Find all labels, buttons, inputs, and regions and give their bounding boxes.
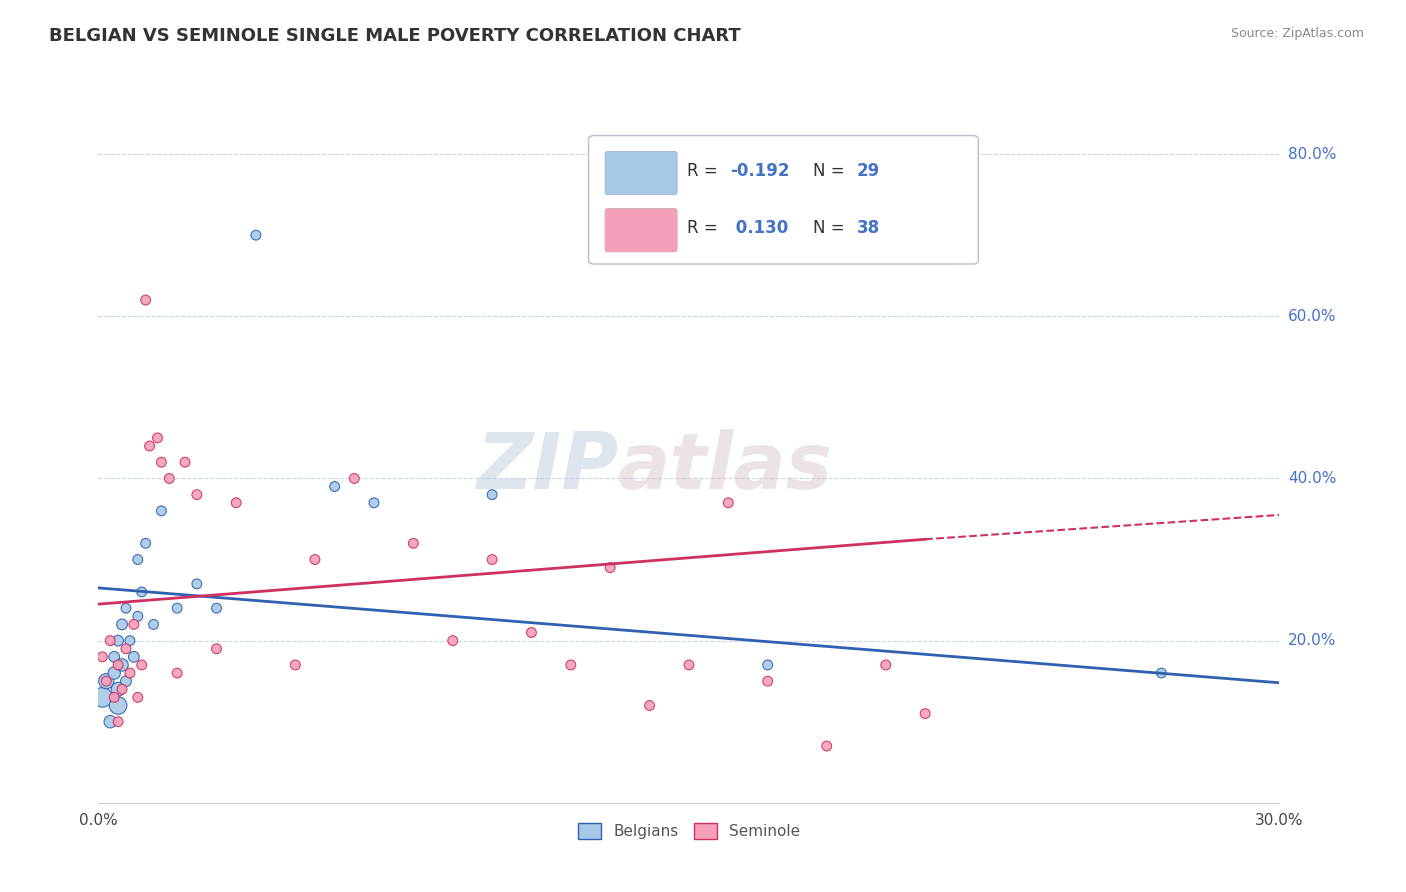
Point — [756, 674, 779, 689]
Point — [127, 609, 149, 624]
Point — [107, 682, 129, 697]
Point — [103, 690, 125, 705]
Text: R =: R = — [686, 219, 723, 237]
Point — [115, 674, 138, 689]
FancyBboxPatch shape — [605, 209, 678, 252]
Text: 0.130: 0.130 — [730, 219, 789, 237]
Point — [441, 633, 464, 648]
Point — [343, 471, 366, 485]
Text: 80.0%: 80.0% — [1288, 146, 1336, 161]
Point — [1150, 666, 1173, 681]
Point — [481, 488, 503, 502]
Point — [127, 552, 149, 566]
Text: -0.192: -0.192 — [730, 162, 790, 180]
Point — [142, 617, 165, 632]
Point — [304, 552, 326, 566]
Point — [150, 504, 173, 518]
Point — [111, 682, 134, 697]
Point — [107, 633, 129, 648]
Point — [520, 625, 543, 640]
Point — [678, 657, 700, 672]
Point — [107, 698, 129, 713]
Point — [599, 560, 621, 574]
Point — [186, 488, 208, 502]
Point — [914, 706, 936, 721]
Point — [111, 617, 134, 632]
Point — [138, 439, 160, 453]
Point — [91, 649, 114, 664]
Point — [245, 228, 267, 243]
Point — [118, 633, 141, 648]
Point — [115, 641, 138, 656]
FancyBboxPatch shape — [605, 152, 678, 194]
Point — [122, 649, 145, 664]
Point — [402, 536, 425, 550]
Text: 40.0%: 40.0% — [1288, 471, 1336, 486]
Point — [756, 657, 779, 672]
Point — [107, 714, 129, 729]
Point — [131, 657, 153, 672]
Point — [323, 479, 346, 493]
Point — [205, 641, 228, 656]
Point — [107, 657, 129, 672]
Point — [91, 690, 114, 705]
Point — [875, 657, 897, 672]
Point — [98, 633, 121, 648]
Point — [135, 293, 157, 307]
Text: atlas: atlas — [619, 429, 834, 506]
Point — [96, 674, 118, 689]
Text: ZIP: ZIP — [475, 429, 619, 506]
FancyBboxPatch shape — [589, 136, 979, 264]
Point — [127, 690, 149, 705]
Point — [174, 455, 197, 469]
Text: Source: ZipAtlas.com: Source: ZipAtlas.com — [1230, 27, 1364, 40]
Point — [146, 431, 169, 445]
Text: 60.0%: 60.0% — [1288, 309, 1336, 324]
Point — [481, 552, 503, 566]
Text: N =: N = — [813, 219, 849, 237]
Point — [115, 601, 138, 615]
Point — [96, 674, 118, 689]
Point — [363, 496, 385, 510]
Text: BELGIAN VS SEMINOLE SINGLE MALE POVERTY CORRELATION CHART: BELGIAN VS SEMINOLE SINGLE MALE POVERTY … — [49, 27, 741, 45]
Text: N =: N = — [813, 162, 849, 180]
Point — [166, 666, 188, 681]
Text: 38: 38 — [856, 219, 880, 237]
Point — [131, 585, 153, 599]
Point — [150, 455, 173, 469]
Point — [560, 657, 582, 672]
Legend: Belgians, Seminole: Belgians, Seminole — [572, 817, 806, 845]
Text: 20.0%: 20.0% — [1288, 633, 1336, 648]
Point — [111, 657, 134, 672]
Point — [103, 666, 125, 681]
Point — [225, 496, 247, 510]
Point — [122, 617, 145, 632]
Point — [717, 496, 740, 510]
Text: R =: R = — [686, 162, 723, 180]
Point — [205, 601, 228, 615]
Point — [118, 666, 141, 681]
Point — [186, 577, 208, 591]
Point — [103, 649, 125, 664]
Point — [98, 714, 121, 729]
Point — [157, 471, 180, 485]
Point — [815, 739, 838, 753]
Point — [166, 601, 188, 615]
Point — [135, 536, 157, 550]
Text: 29: 29 — [856, 162, 880, 180]
Point — [638, 698, 661, 713]
Point — [284, 657, 307, 672]
